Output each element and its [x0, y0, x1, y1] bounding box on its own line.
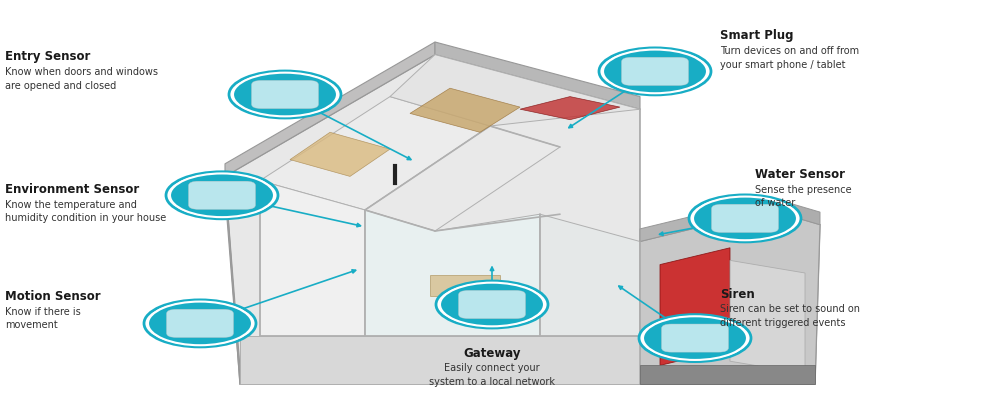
Circle shape — [148, 302, 252, 345]
Polygon shape — [365, 210, 540, 336]
Polygon shape — [730, 260, 805, 374]
Circle shape — [643, 316, 747, 360]
Polygon shape — [410, 88, 520, 132]
FancyBboxPatch shape — [167, 310, 233, 337]
Polygon shape — [365, 126, 560, 231]
Text: Easily connect your
system to a local network: Easily connect your system to a local ne… — [429, 363, 555, 387]
Polygon shape — [225, 42, 435, 176]
Text: Water Sensor: Water Sensor — [755, 168, 845, 181]
Polygon shape — [660, 248, 730, 365]
Circle shape — [603, 50, 707, 93]
Polygon shape — [640, 365, 815, 384]
Circle shape — [233, 73, 337, 116]
Text: Motion Sensor: Motion Sensor — [5, 290, 101, 303]
Text: Entry Sensor: Entry Sensor — [5, 50, 90, 63]
Polygon shape — [260, 181, 365, 336]
Polygon shape — [240, 336, 640, 384]
Polygon shape — [520, 97, 620, 120]
FancyBboxPatch shape — [459, 291, 525, 318]
FancyBboxPatch shape — [252, 81, 318, 108]
Circle shape — [166, 172, 278, 219]
Text: Turn devices on and off from
your smart phone / tablet: Turn devices on and off from your smart … — [720, 46, 859, 70]
Text: Sense the presence
of water: Sense the presence of water — [755, 185, 852, 208]
Circle shape — [693, 197, 797, 240]
Text: Siren can be set to sound on
different triggered events: Siren can be set to sound on different t… — [720, 304, 860, 328]
Text: Environment Sensor: Environment Sensor — [5, 183, 139, 196]
Polygon shape — [640, 210, 820, 384]
FancyBboxPatch shape — [189, 181, 255, 209]
Polygon shape — [260, 97, 490, 210]
FancyBboxPatch shape — [712, 205, 778, 232]
Polygon shape — [390, 55, 640, 126]
Text: Smart Plug: Smart Plug — [720, 29, 794, 42]
FancyBboxPatch shape — [430, 275, 500, 296]
Polygon shape — [225, 176, 240, 384]
Text: Know the temperature and
humidity condition in your house: Know the temperature and humidity condit… — [5, 200, 166, 223]
Polygon shape — [225, 55, 820, 384]
FancyBboxPatch shape — [622, 58, 688, 85]
Text: Know if there is
movement: Know if there is movement — [5, 307, 81, 330]
Circle shape — [689, 195, 801, 242]
Circle shape — [599, 48, 711, 95]
Text: Gateway: Gateway — [463, 346, 521, 360]
Circle shape — [170, 173, 274, 217]
FancyBboxPatch shape — [662, 324, 728, 352]
Circle shape — [436, 281, 548, 328]
Text: Know when doors and windows
are opened and closed: Know when doors and windows are opened a… — [5, 67, 158, 91]
Circle shape — [144, 300, 256, 347]
Circle shape — [229, 71, 341, 118]
Polygon shape — [290, 132, 390, 176]
Polygon shape — [540, 214, 640, 336]
Circle shape — [440, 283, 544, 326]
Polygon shape — [435, 42, 640, 109]
Polygon shape — [640, 197, 770, 241]
Polygon shape — [770, 197, 820, 225]
Circle shape — [639, 315, 751, 362]
Text: Siren: Siren — [720, 288, 755, 301]
